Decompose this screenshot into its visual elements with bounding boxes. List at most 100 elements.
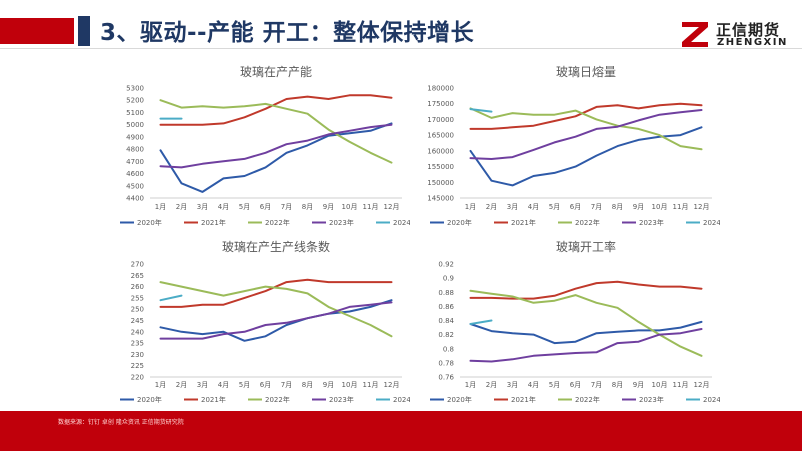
chart-title: 玻璃开工率	[556, 239, 616, 254]
x-tick-label: 6月	[570, 203, 581, 211]
legend-label: 2023年	[329, 218, 354, 227]
legend-label: 2022年	[265, 218, 290, 227]
x-tick-label: 4月	[218, 381, 229, 389]
y-tick-label: 145000	[427, 195, 454, 203]
y-tick-label: 4500	[126, 182, 144, 190]
series-line	[469, 320, 703, 345]
x-tick-label: 1月	[465, 381, 476, 389]
x-tick-label: 4月	[528, 203, 539, 211]
header-navy-bar	[78, 16, 90, 46]
y-tick-label: 155000	[427, 163, 454, 171]
series-line	[159, 281, 393, 338]
series-line	[159, 99, 393, 164]
header-red-bar	[0, 18, 74, 44]
page-title: 3、驱动--产能 开工：整体保持增长	[100, 20, 475, 46]
x-tick-label: 4月	[218, 203, 229, 211]
chart-title: 玻璃在产产能	[240, 65, 312, 79]
legend-label: 2021年	[511, 395, 536, 404]
x-tick-label: 3月	[507, 381, 518, 389]
x-tick-label: 12月	[694, 381, 710, 389]
legend-label: 2021年	[201, 218, 226, 227]
y-tick-label: 4600	[126, 170, 144, 178]
x-tick-label: 10月	[342, 203, 358, 211]
x-tick-label: 2月	[486, 381, 497, 389]
series-line	[469, 328, 703, 363]
legend-label: 2022年	[575, 218, 600, 227]
x-tick-label: 8月	[612, 203, 623, 211]
series-line	[469, 109, 703, 160]
x-tick-label: 2月	[486, 203, 497, 211]
x-tick-label: 8月	[302, 203, 313, 211]
series-line	[469, 280, 703, 300]
source-note: 数据来源：钉钉 卓创 隆众资讯 正信期货研究院	[58, 419, 184, 426]
series-line	[469, 107, 703, 151]
legend-label: 2024年	[703, 395, 720, 404]
series-line	[469, 289, 703, 357]
legend-label: 2024年	[703, 218, 720, 227]
chart-title: 玻璃在产生产线条数	[222, 239, 330, 254]
y-tick-label: 5100	[126, 109, 144, 117]
x-tick-label: 8月	[302, 381, 313, 389]
y-tick-label: 265	[131, 272, 144, 280]
y-tick-label: 220	[131, 374, 144, 382]
x-tick-label: 10月	[342, 381, 358, 389]
legend-label: 2024年	[393, 218, 410, 227]
x-tick-label: 5月	[239, 381, 250, 389]
y-tick-label: 5000	[126, 121, 144, 129]
x-tick-label: 7月	[591, 203, 602, 211]
y-tick-label: 260	[131, 283, 144, 291]
x-tick-label: 9月	[323, 203, 334, 211]
x-tick-label: 2月	[176, 203, 187, 211]
y-tick-label: 0.8	[443, 345, 454, 353]
series-line	[159, 123, 393, 169]
x-tick-label: 12月	[384, 381, 400, 389]
x-tick-label: 11月	[673, 203, 689, 211]
y-tick-label: 4800	[126, 146, 144, 154]
y-tick-label: 0.9	[443, 275, 454, 283]
legend-label: 2020年	[447, 218, 472, 227]
y-tick-label: 255	[131, 294, 144, 302]
legend-label: 2024年	[393, 395, 410, 404]
x-tick-label: 1月	[465, 203, 476, 211]
legend-label: 2023年	[329, 395, 354, 404]
x-tick-label: 11月	[363, 203, 379, 211]
x-tick-label: 3月	[197, 203, 208, 211]
legend-label: 2021年	[201, 395, 226, 404]
zhengxin-logo-icon	[682, 22, 708, 47]
y-tick-label: 165000	[427, 132, 454, 140]
legend-label: 2020年	[137, 395, 162, 404]
header-divider	[0, 48, 802, 49]
series-line	[159, 301, 393, 340]
series-line	[159, 94, 393, 126]
y-tick-label: 245	[131, 317, 144, 325]
x-tick-label: 1月	[155, 381, 166, 389]
x-tick-label: 6月	[260, 381, 271, 389]
series-line	[159, 294, 183, 302]
x-tick-label: 12月	[694, 203, 710, 211]
series-line	[159, 299, 393, 342]
y-tick-label: 225	[131, 362, 144, 370]
y-tick-label: 0.86	[438, 303, 454, 311]
y-tick-label: 5200	[126, 97, 144, 105]
x-tick-label: 2月	[176, 381, 187, 389]
y-tick-label: 170000	[427, 116, 454, 124]
y-tick-label: 235	[131, 340, 144, 348]
x-tick-label: 8月	[612, 381, 623, 389]
x-tick-label: 7月	[281, 203, 292, 211]
series-line	[159, 122, 393, 193]
x-tick-label: 10月	[652, 381, 668, 389]
chart-production-line-count: 玻璃在产生产线条数 220 225 230 235 240 245 250 255 260 265 2…	[120, 239, 410, 404]
y-tick-label: 5300	[126, 85, 144, 93]
x-tick-label: 1月	[155, 203, 166, 211]
legend-label: 2023年	[639, 218, 664, 227]
legend-label: 2022年	[265, 395, 290, 404]
y-tick-label: 240	[131, 328, 144, 336]
y-tick-label: 4900	[126, 133, 144, 141]
y-tick-label: 4400	[126, 195, 144, 203]
x-tick-label: 3月	[507, 203, 518, 211]
y-tick-label: 0.78	[438, 359, 454, 367]
y-tick-label: 175000	[427, 100, 454, 108]
legend-label: 2023年	[639, 395, 664, 404]
chart-daily-melting-volume: 玻璃日熔量 145000 150000 155000 160000 165000 17000…	[427, 64, 720, 227]
series-line	[469, 126, 703, 187]
